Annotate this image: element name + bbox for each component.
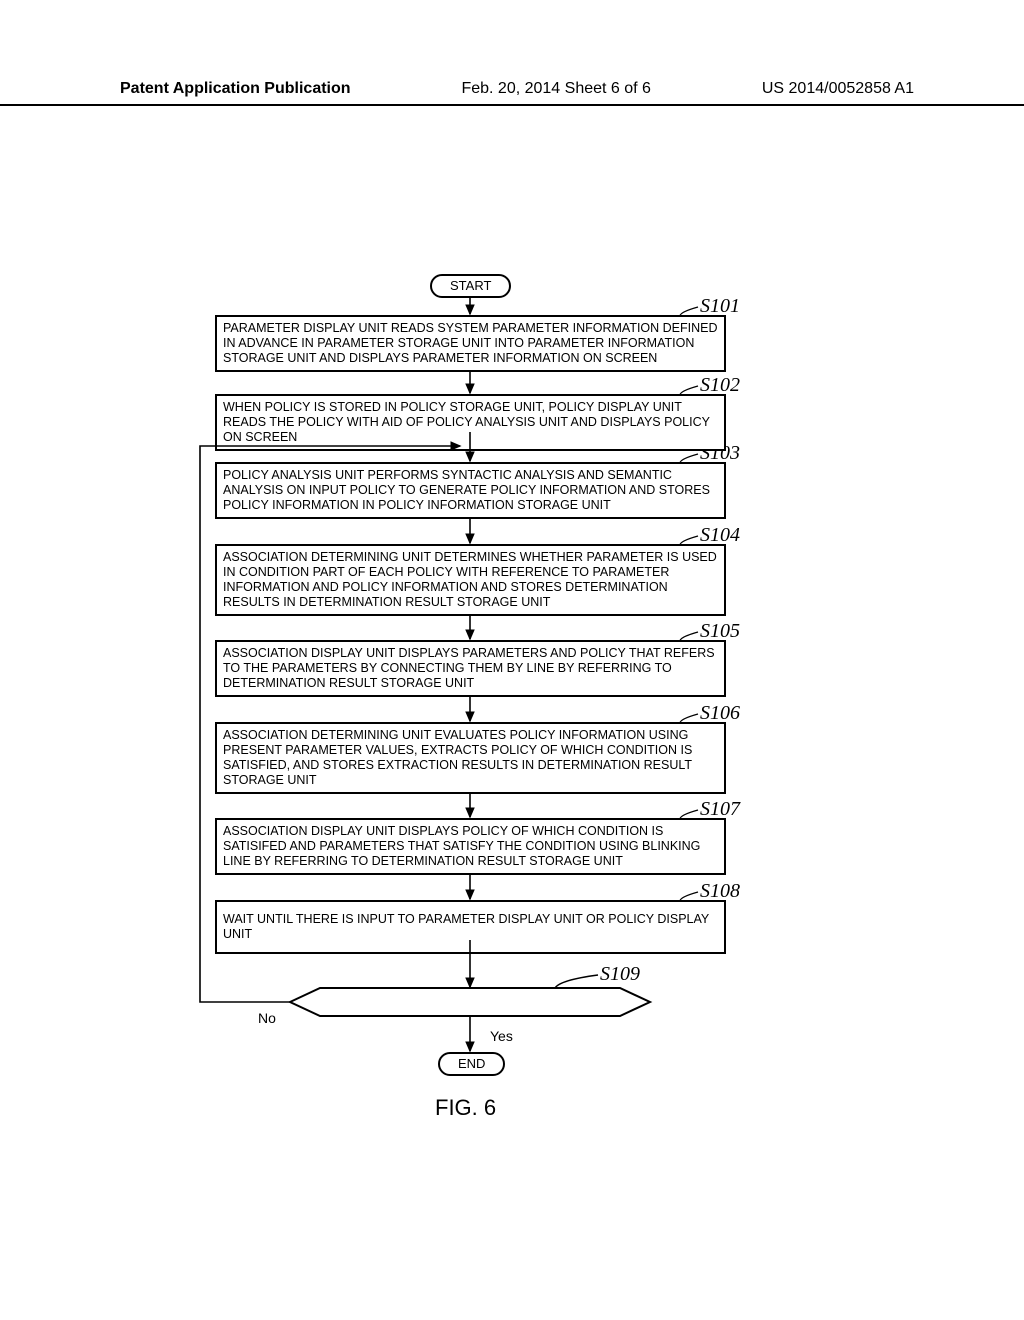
patent-page: Patent Application Publication Feb. 20, … (0, 0, 1024, 1320)
flowchart-figure: START S101 S102 S103 S104 S105 S106 S107… (0, 0, 1024, 1320)
decision-hexagon (290, 988, 650, 1016)
flowchart-svg (0, 0, 1024, 1320)
